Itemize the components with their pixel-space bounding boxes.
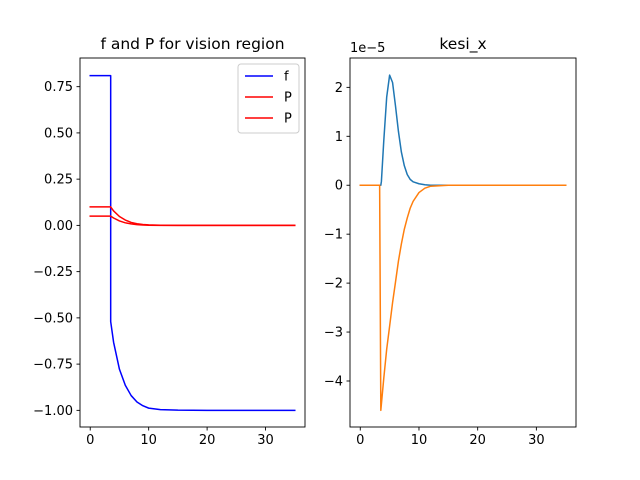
left-subplot-series xyxy=(89,74,296,412)
x-tick-label: 20 xyxy=(199,433,216,448)
x-tick-label: 20 xyxy=(469,433,486,448)
y-tick-label: 0.50 xyxy=(44,126,73,141)
y-tick-label: −0.50 xyxy=(33,311,73,326)
y-tick-label: −1.00 xyxy=(33,404,73,419)
legend-frame xyxy=(237,63,300,134)
legend-label-3: P xyxy=(284,112,292,127)
legend-label-2: P xyxy=(284,91,292,106)
series-line-2 xyxy=(359,184,567,412)
x-tick-label: 30 xyxy=(528,433,545,448)
y-tick-label: 0.75 xyxy=(44,80,73,95)
y-tick-label: 0.00 xyxy=(44,219,73,234)
y-tick-label: 1 xyxy=(335,130,343,145)
series-line-1 xyxy=(359,74,567,186)
left-subplot-frame xyxy=(79,57,306,428)
x-tick-label: 10 xyxy=(140,433,157,448)
y-tick-label: −1 xyxy=(324,228,343,243)
left-subplot-ticks: 0 10 20 30 0.75 0.50 0.25 0.00 −0.25 −0.50 −0.75 −1… xyxy=(33,80,274,448)
y-tick-label: −4 xyxy=(324,374,343,389)
series-line-1 xyxy=(89,74,296,412)
y-tick-label: 0.25 xyxy=(44,173,73,188)
left-subplot-legend: fPP xyxy=(237,63,300,134)
y-tick-label: −3 xyxy=(324,326,343,341)
x-tick-label: 0 xyxy=(86,433,94,448)
x-tick-label: 30 xyxy=(257,433,274,448)
series-line-3 xyxy=(89,215,296,227)
x-tick-label: 10 xyxy=(411,433,428,448)
x-tick-label: 0 xyxy=(356,433,364,448)
left-subplot-title: f and P for vision region xyxy=(100,35,284,53)
right-subplot-title: kesi_x xyxy=(439,35,486,54)
y-tick-label: 2 xyxy=(335,81,343,96)
left-subplot: f and P for vision region 0 10 20 30 0.75 0.5… xyxy=(33,35,306,448)
y-offset-label: 1e−5 xyxy=(350,41,385,56)
legend-label-1: f xyxy=(284,70,289,85)
y-tick-label: 0 xyxy=(335,179,343,194)
right-subplot-frame xyxy=(349,57,577,428)
y-tick-label: −0.25 xyxy=(33,265,73,280)
right-subplot-series xyxy=(359,74,567,412)
y-tick-label: −2 xyxy=(324,277,343,292)
y-tick-label: −0.75 xyxy=(33,358,73,373)
